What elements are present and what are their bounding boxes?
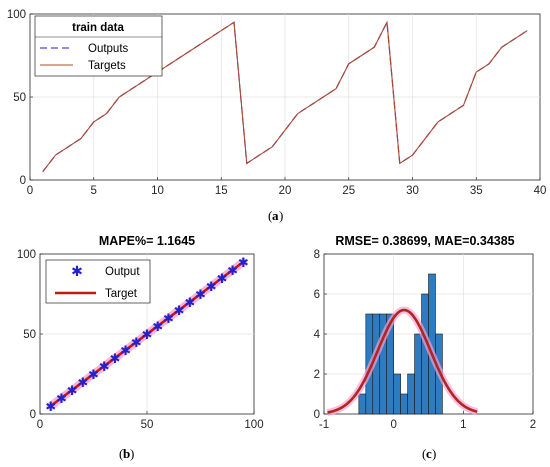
panel-c-y-tick-label: 4: [314, 329, 321, 341]
panel-c-x-ticks: -1 0 1 2: [319, 411, 536, 431]
panel-a-x-tick-label: 35: [470, 185, 483, 197]
panel-b-output-point: ✱: [216, 272, 227, 287]
panel-b-output-point: ✱: [174, 304, 185, 319]
panel-a-legend: train data Outputs Targets: [34, 15, 163, 77]
panel-b-output-point: ✱: [142, 328, 153, 343]
panel-b-y-tick-label: 100: [17, 249, 36, 261]
panel-a-series: [42, 20, 528, 173]
panel-b-output-point: ✱: [131, 336, 142, 351]
panel-b-y-ticks: 0 50 100: [17, 249, 43, 421]
panel-b-output-point: ✱: [99, 360, 110, 375]
panel-c-histogram-bar: [421, 293, 429, 415]
panel-b-target-line-path: [49, 260, 245, 408]
panel-c-normal-fit: [325, 306, 480, 416]
panel-c-y-tick-label: 8: [314, 249, 320, 261]
panel-a-x-tick-label: 0: [27, 185, 33, 197]
svg-text:): ): [130, 446, 134, 461]
panel-b-output-point: ✱: [227, 264, 238, 279]
panel-b-output-point: ✱: [238, 256, 249, 271]
panel-a-caption-letter: a: [272, 208, 279, 223]
panel-c-histogram-bar: [386, 313, 394, 415]
panel-c-y-tick-label: 6: [314, 289, 320, 301]
panel-a-legend-outputs-label: Outputs: [88, 43, 129, 55]
panel-b-output-point: ✱: [184, 296, 195, 311]
panel-b-x-tick-label: 0: [37, 419, 43, 431]
panel-b-output-point: ✱: [163, 312, 174, 327]
panel-b-output-point: ✱: [206, 280, 217, 295]
panel-b-output-point: ✱: [88, 368, 99, 383]
svg-text:(: (: [268, 208, 272, 223]
panel-b-output-point: ✱: [152, 320, 163, 335]
panel-b-output-points: ✱✱✱✱✱✱✱✱✱✱✱✱✱✱✱✱✱✱✱: [45, 256, 249, 415]
panel-a-x-tick-label: 20: [279, 185, 292, 197]
panel-b-output-point: ✱: [45, 400, 56, 415]
panel-b-output-point: ✱: [120, 344, 131, 359]
panel-a: 0 5 10 15 20 25 30 35 40 0 50 100 train data Outpu…: [7, 9, 547, 223]
panel-a-x-tick-label: 10: [151, 185, 164, 197]
panel-b-legend-box: [45, 259, 151, 304]
panel-b-target-line: [49, 260, 245, 408]
panel-a-legend-title: train data: [72, 22, 124, 34]
panel-a-caption: ( a ): [268, 208, 283, 223]
svg-text:(: (: [422, 446, 426, 461]
panel-a-x-tick-label: 15: [215, 185, 228, 197]
panel-b-x-ticks: 0 50 100: [37, 411, 264, 431]
panel-a-targets-line: [42, 20, 528, 173]
panel-b-legend-output-label: Output: [105, 266, 140, 278]
panel-b-caption-letter: b: [123, 446, 130, 461]
panel-c-y-tick-label: 0: [314, 409, 320, 421]
panel-b-x-tick-label: 100: [244, 419, 263, 431]
panel-b-output-point: ✱: [109, 352, 120, 367]
panel-c-y-tick-label: 2: [314, 369, 320, 381]
panel-a-legend-box: [34, 15, 163, 77]
panel-c-caption-letter: c: [426, 446, 432, 461]
panel-b-x-tick-label: 50: [141, 419, 154, 431]
panel-a-y-ticks: 0 50 100: [7, 9, 33, 187]
panel-c-histogram-bar: [407, 373, 415, 415]
panel-a-y-tick-label: 100: [7, 9, 26, 21]
panel-c-histogram-bar: [358, 393, 367, 415]
panel-c-x-tick-label: 0: [390, 419, 396, 431]
panel-b-caption: ( b ): [119, 446, 134, 461]
svg-text:): ): [432, 446, 436, 461]
panel-c-histogram-bar: [400, 393, 408, 415]
panel-c-x-tick-label: -1: [319, 419, 329, 431]
panel-a-legend-targets-label: Targets: [88, 60, 126, 72]
panel-b-output-point: ✱: [67, 384, 78, 399]
panel-b-output-point: ✱: [195, 288, 206, 303]
panel-c-x-tick-label: 2: [530, 419, 536, 431]
svg-text:): ): [279, 208, 283, 223]
panel-a-x-tick-label: 30: [406, 185, 419, 197]
panel-c-y-ticks: 0 2 4 6 8: [314, 249, 327, 421]
panel-a-x-tick-label: 5: [91, 185, 97, 197]
panel-b-output-point: ✱: [77, 376, 88, 391]
panel-a-y-tick-label: 0: [20, 175, 26, 187]
panel-c-title: RMSE= 0.38699, MAE=0.34385: [335, 234, 514, 248]
svg-text:(: (: [119, 446, 123, 461]
panel-b: MAPE%= 1.1645 ✱✱✱✱✱✱✱✱✱✱✱✱✱✱✱✱✱✱✱ 0 50 100…: [17, 234, 264, 461]
panel-b-y-tick-label: 50: [23, 329, 36, 341]
panel-a-x-tick-label: 40: [534, 185, 547, 197]
panel-a-y-tick-label: 50: [13, 92, 26, 104]
panel-c-histogram-bar: [414, 333, 422, 415]
panel-a-x-ticks: 0 5 10 15 20 25 30 35 40: [27, 177, 547, 197]
panel-a-x-tick-label: 25: [342, 185, 355, 197]
panel-b-title: MAPE%= 1.1645: [99, 234, 195, 248]
panel-c-fit-curve: [327, 308, 478, 414]
panel-c-caption: ( c ): [422, 446, 436, 461]
panel-b-y-tick-label: 0: [30, 409, 36, 421]
panel-b-output-point: ✱: [56, 392, 67, 407]
panel-b-legend: ✱ Output Target: [45, 259, 151, 304]
panel-b-legend-output-marker: ✱: [71, 264, 83, 280]
panel-c-x-tick-label: 1: [460, 419, 466, 431]
panel-c-histogram-bar: [393, 373, 401, 415]
panel-b-legend-target-label: Target: [105, 288, 138, 300]
